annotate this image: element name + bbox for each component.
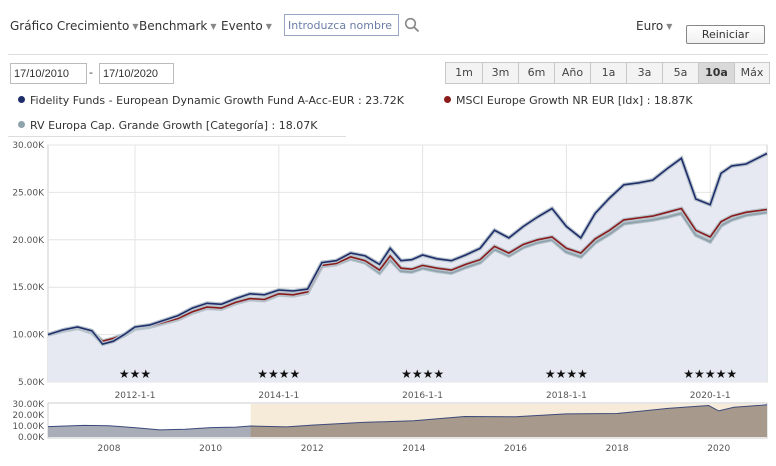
nav-y-tick-label: 20.00K: [12, 411, 45, 421]
legend-label: Fidelity Funds - European Dynamic Growth…: [30, 94, 404, 107]
nav-y-tick-label: 30.00K: [12, 400, 45, 410]
x-tick-label: 2016-1-1: [402, 391, 443, 401]
legend-marker: [444, 96, 451, 103]
nav-x-tick-label: 2016: [504, 444, 527, 454]
range-button-3m[interactable]: 3m: [482, 63, 518, 83]
chevron-down-icon: ▼: [666, 22, 673, 31]
currency-label: Euro: [636, 19, 664, 33]
y-axis: 5.00K 10.00K 15.00K 20.00K 25.00K 30.00K: [12, 141, 45, 388]
nav-x-tick-label: 2012: [301, 444, 324, 454]
range-button-6m[interactable]: 6m: [518, 63, 554, 83]
x-tick-label: 2018-1-1: [546, 391, 587, 401]
legend-item-fund[interactable]: Fidelity Funds - European Dynamic Growth…: [18, 94, 404, 107]
range-button-10y[interactable]: 10a: [698, 63, 734, 83]
search-icon[interactable]: [404, 17, 420, 33]
range-button-5y[interactable]: 5a: [662, 63, 698, 83]
chevron-down-icon: ▼: [132, 22, 139, 31]
growth-chart-menu[interactable]: Gráfico Crecimiento ▼: [10, 19, 138, 33]
legend-marker: [18, 121, 25, 128]
nav-x-tick-label: 2010: [199, 444, 222, 454]
event-label: Evento: [221, 19, 263, 33]
y-tick-label: 30.00K: [12, 141, 45, 151]
x-tick-label: 2020-1-1: [690, 391, 731, 401]
benchmark-label: Benchmark: [139, 19, 208, 33]
range-selector: 1m 3m 6m Año 1a 3a 5a 10a Máx: [445, 62, 770, 84]
y-tick-label: 25.00K: [12, 188, 45, 198]
x-tick-label: 2014-1-1: [258, 391, 299, 401]
nav-x-tick-label: 2008: [98, 444, 121, 454]
nav-y-tick-label: 0.00K: [18, 433, 45, 443]
nav-x-tick-label: 2018: [606, 444, 629, 454]
navigator-x-axis: 2008 2010 2012 2014 2016 2018 2020: [98, 444, 731, 454]
range-button-max[interactable]: Máx: [734, 63, 769, 83]
event-menu[interactable]: Evento ▼: [221, 19, 272, 33]
reset-button[interactable]: Reiniciar: [686, 25, 765, 44]
growth-chart-label: Gráfico Crecimiento: [10, 19, 130, 33]
range-button-1y[interactable]: 1a: [590, 63, 626, 83]
rating-star-icon: ★★★★★: [683, 367, 737, 381]
legend-divider: [8, 136, 346, 137]
date-separator: -: [89, 66, 93, 79]
main-plot: 5.00K 10.00K 15.00K 20.00K 25.00K 30.00K…: [12, 141, 768, 401]
y-tick-label: 10.00K: [12, 331, 45, 341]
toolbar-divider: [8, 54, 768, 55]
nav-x-tick-label: 2020: [707, 444, 730, 454]
y-tick-label: 20.00K: [12, 236, 45, 246]
legend-label: RV Europa Cap. Grande Growth [Categoría]…: [30, 119, 318, 132]
navigator[interactable]: 0.00K 10.00K 20.00K 30.00K 2008 2010 201…: [12, 400, 768, 454]
end-date-input[interactable]: [99, 63, 174, 84]
rating-star-icon: ★★★: [119, 367, 151, 381]
nav-x-tick-label: 2014: [402, 444, 425, 454]
legend-item-category[interactable]: RV Europa Cap. Grande Growth [Categoría]…: [18, 119, 317, 132]
chevron-down-icon: ▼: [265, 22, 272, 31]
legend-label: MSCI Europe Growth NR EUR [Idx] : 18.87K: [456, 94, 693, 107]
fund-series-line[interactable]: [47, 152, 768, 346]
navigator-selected-area: [250, 404, 767, 437]
range-button-3y[interactable]: 3a: [626, 63, 662, 83]
search-input[interactable]: [284, 14, 399, 36]
navigator-line: [47, 404, 768, 431]
rating-star-icon: ★★★★: [401, 367, 444, 381]
rating-star-icon: ★★★★: [545, 367, 588, 381]
rating-star-icon: ★★★★: [257, 367, 300, 381]
currency-select[interactable]: Euro ▼: [636, 19, 672, 33]
navigator-y-axis: 0.00K 10.00K 20.00K 30.00K: [12, 400, 45, 443]
chevron-down-icon: ▼: [210, 22, 217, 31]
y-tick-label: 5.00K: [18, 378, 45, 388]
y-tick-label: 15.00K: [12, 283, 45, 293]
toolbar: Gráfico Crecimiento ▼ Benchmark ▼ Evento ▼ …: [0, 8, 776, 46]
range-button-1m[interactable]: 1m: [455, 66, 473, 79]
x-tick-label: 2012-1-1: [115, 391, 156, 401]
nav-y-tick-label: 10.00K: [12, 422, 45, 432]
range-button-ytd[interactable]: Año: [554, 63, 590, 83]
series-lines: [47, 151, 768, 347]
benchmark-menu[interactable]: Benchmark ▼: [139, 19, 217, 33]
legend-marker: [18, 96, 25, 103]
rating-stars: ★★★ ★★★★ ★★★★ ★★★★ ★★★★★: [119, 367, 737, 381]
legend-item-benchmark[interactable]: MSCI Europe Growth NR EUR [Idx] : 18.87K: [444, 94, 693, 107]
start-date-input[interactable]: [10, 63, 87, 84]
x-axis: 2012-1-1 2014-1-1 2016-1-1 2018-1-1 2020…: [115, 391, 731, 401]
